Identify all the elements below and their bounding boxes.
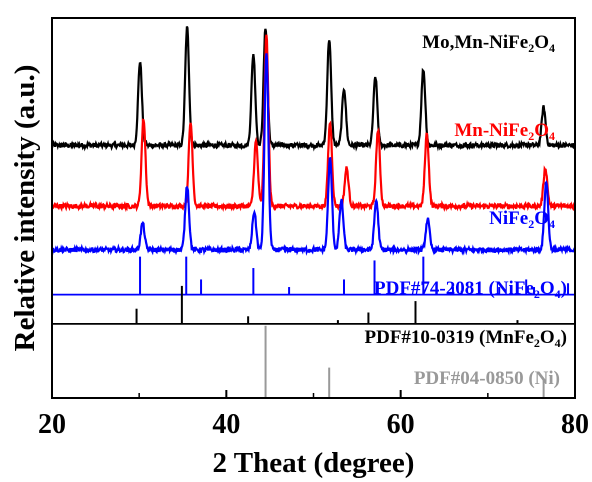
trace-0 [52,26,575,152]
x-tick-label-1: 40 [212,409,240,440]
trace-1 [52,34,575,213]
series-labels: Mo,Mn-NiFe2O4 Mn-NiFe2O4 NiFe2O4 PDF#74-208… [365,32,568,389]
series-label-1: Mn-NiFe2O4 [454,120,555,143]
y-axis-label: Relative intensity (a.u.) [9,65,41,352]
trace-2 [52,53,575,256]
x-axis-label: 2 Theat (degree) [213,447,415,479]
x-tick-label-2: 60 [387,409,415,440]
x-tick-label-3: 80 [561,409,589,440]
series-label-5: PDF#04-0850 (Ni) [414,368,560,389]
traces-layer [52,26,575,256]
series-label-3: PDF#74-2081 (NiFe2O4) [374,278,567,301]
axes-layer: 20 40 60 80 [38,390,589,440]
series-label-4: PDF#10-0319 (MnFe2O4) [365,327,568,350]
series-label-0: Mo,Mn-NiFe2O4 [422,32,555,55]
x-tick-label-0: 20 [38,409,66,440]
series-label-2: NiFe2O4 [489,208,555,231]
